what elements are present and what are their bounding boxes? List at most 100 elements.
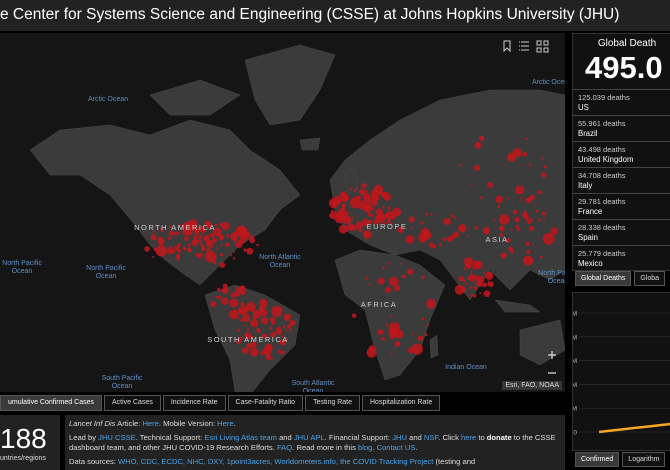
info-link[interactable]: WHO, CDC, ECDC, NHC, DXY, 1point3acres, … [117,457,434,466]
death-value: 125.039 deaths [578,93,630,102]
map-tab[interactable]: Case-Fatality Ratio [227,395,304,411]
zoom-controls[interactable] [543,346,561,382]
case-dot [168,230,175,236]
case-dot [341,193,345,198]
death-item[interactable]: 29.781 deaths France [573,193,670,219]
case-dot [442,237,447,241]
case-dot [368,345,376,353]
map[interactable]: Arctic Ocean Arctic Ocean NORTH AMERICA Nor… [0,33,565,392]
map-tools[interactable] [497,38,557,54]
case-dot [367,212,372,217]
map-tab[interactable]: Incidence Rate [162,395,226,411]
info-link[interactable]: JHU APL [293,433,325,442]
case-dot [421,317,425,321]
case-dot [157,238,165,246]
case-dot [238,307,241,311]
case-dot [194,229,200,235]
info-link[interactable]: Contact US [376,443,416,452]
case-dot [522,213,529,220]
case-dot [278,339,283,344]
case-dot [219,253,224,257]
case-dot [465,263,472,269]
info-link[interactable]: here [461,433,477,442]
case-dot [212,242,215,245]
map-tab[interactable]: Active Cases [103,395,161,411]
case-dot [338,224,348,234]
case-dot [361,218,370,227]
line-series [598,422,670,434]
case-dot [212,227,222,237]
chart: 0 2M 4M 6M 8M 10M [564,311,670,437]
info-link[interactable]: JHU CSSE [98,433,136,442]
case-dot [237,328,241,332]
panel-tab[interactable]: Globa [634,271,666,286]
map-label: SOUTH AMERICA [207,335,289,344]
map-label: North Pacific Ocean [2,260,42,275]
panel-tab[interactable]: Global Deaths [575,271,632,286]
case-dot [374,215,380,221]
case-dot [543,217,546,220]
case-dot [468,274,477,282]
case-dot [411,343,424,355]
case-dot [342,215,352,225]
case-dot [201,228,206,233]
death-item[interactable]: 55.961 deaths Brazil [573,115,670,141]
panel-tab[interactable]: Confirmed [575,452,620,467]
death-place: United Kingdom [578,155,634,164]
deaths-tabs: Global Deaths Globa [575,271,670,286]
case-dot [341,220,344,223]
case-dot [269,316,276,323]
death-item[interactable]: 125.039 deaths US [573,89,670,115]
chart-panel: 0 2M 4M 6M 8M 10M [564,292,670,451]
case-dot [430,213,433,216]
death-place: Italy [578,181,593,190]
death-item[interactable]: 34.708 deaths Italy [573,167,670,193]
info-link[interactable]: Here [142,419,159,428]
case-dot [534,204,537,207]
case-dot [356,221,364,230]
case-dot [221,297,229,305]
case-dot [386,218,391,223]
info-link[interactable]: JHU [392,433,407,442]
info-link[interactable]: FAQ [276,443,293,452]
map-tab[interactable]: Hospitalization Rate [362,395,441,411]
case-dot [231,300,234,303]
death-item[interactable]: 43.498 deaths United Kingdom [573,141,670,167]
case-dot [216,247,219,250]
map-tab[interactable]: umulative Confirmed Cases [0,395,102,411]
info-text: to the CSSE dashboard team, and other JH… [69,433,556,452]
map-label: Indian Ocean [445,364,487,371]
case-dot [417,335,424,341]
death-place: Brazil [578,129,598,138]
case-dot [389,216,392,220]
info-text: and [406,433,424,442]
case-dot [270,357,274,360]
case-dot [214,223,218,227]
case-dot [482,282,488,288]
case-dot [354,190,357,193]
case-dot [394,341,401,347]
case-dot [523,210,527,214]
map-tab[interactable]: Testing Rate [305,395,360,411]
info-link[interactable]: Here [217,419,234,428]
case-dot [464,282,468,285]
case-dot [144,246,151,252]
map-label: Arctic Ocean [531,79,565,86]
case-dot [177,249,182,253]
case-dot [236,338,242,345]
map-label: AFRICA [360,300,398,309]
case-dot [328,213,334,218]
info-link[interactable]: blog [358,443,373,452]
case-dot [201,232,204,235]
info-link[interactable]: Esri Living Atlas team [204,433,277,442]
case-dot [150,234,157,241]
death-item[interactable]: 28.338 deaths Spain [573,219,670,245]
panel-tab[interactable]: Logarithm [622,452,666,467]
case-dot [250,319,259,328]
info-link[interactable]: NSF [423,433,439,442]
case-dot [510,250,515,254]
case-dot [505,237,511,244]
death-item[interactable]: 25.779 deaths Mexico [573,245,670,270]
case-dot [152,230,156,234]
case-dot [235,287,239,291]
